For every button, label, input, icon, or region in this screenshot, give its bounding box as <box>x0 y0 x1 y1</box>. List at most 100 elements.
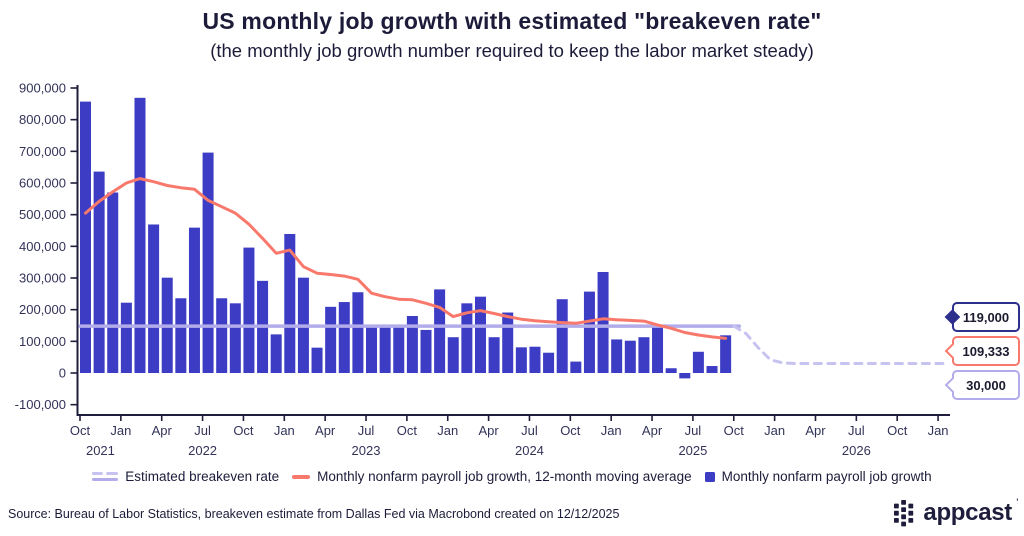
x-tick-label: Jan <box>437 423 458 438</box>
job-growth-bar <box>120 302 132 373</box>
job-growth-bar <box>611 339 623 373</box>
source-note: Source: Bureau of Labor Statistics, brea… <box>8 507 620 521</box>
x-tick-label: Jul <box>358 423 375 438</box>
legend-item-moving-average: Monthly nonfarm payroll job growth, 12-m… <box>292 469 692 484</box>
legend-label-job-growth: Monthly nonfarm payroll job growth <box>721 469 932 484</box>
y-tick-label: 100,000 <box>19 334 66 349</box>
y-tick-label: -100,000 <box>15 397 66 412</box>
moving-average-line <box>84 177 728 340</box>
x-tick-label: Apr <box>315 423 336 438</box>
job-growth-bar <box>243 247 255 373</box>
job-growth-bar <box>406 315 418 373</box>
job-growth-bar <box>229 303 241 373</box>
year-label: 2023 <box>352 443 381 458</box>
x-tick-label: Apr <box>805 423 826 438</box>
x-tick-label: Jan <box>274 423 295 438</box>
job-growth-bar-marker <box>704 471 715 482</box>
job-growth-bar <box>325 306 337 373</box>
callout-latest-value: 119,000 <box>962 309 1010 325</box>
x-tick-label: Jul <box>194 423 211 438</box>
appcast-logo-text: appcast <box>923 497 1017 527</box>
x-tick-label: Jul <box>685 423 702 438</box>
x-tick-label: Apr <box>478 423 499 438</box>
job-growth-bar <box>93 171 105 373</box>
y-tick-label: 200,000 <box>19 302 66 317</box>
legend-item-breakeven: Estimated breakeven rate <box>92 469 279 484</box>
job-growth-bar <box>80 101 91 374</box>
job-growth-bar <box>270 334 282 373</box>
job-growth-bar <box>543 352 555 373</box>
job-growth-bar <box>393 324 405 373</box>
y-tick-label: 700,000 <box>19 144 66 159</box>
job-growth-bar <box>556 299 568 373</box>
x-tick-label: Oct <box>887 423 908 438</box>
job-growth-bar <box>488 337 500 373</box>
year-label: 2026 <box>842 443 871 458</box>
x-tick-label: Jul <box>848 423 865 438</box>
x-tick-label: Oct <box>724 423 745 438</box>
job-growth-bar <box>352 292 364 373</box>
y-tick-label: 400,000 <box>19 239 66 254</box>
year-label: 2022 <box>188 443 217 458</box>
job-growth-bar <box>529 346 541 373</box>
x-tick-label: Oct <box>397 423 418 438</box>
chart-title: US monthly job growth with estimated "br… <box>202 8 822 34</box>
job-growth-bar <box>461 303 473 373</box>
job-growth-bar <box>148 224 160 373</box>
job-growth-bar <box>338 302 350 373</box>
x-tick-label: Oct <box>233 423 254 438</box>
legend-item-job-growth: Monthly nonfarm payroll job growth <box>704 469 932 484</box>
job-growth-bar <box>216 298 228 373</box>
year-label: 2021 <box>86 443 115 458</box>
x-tick-label: Jul <box>521 423 538 438</box>
axes <box>76 85 950 416</box>
job-growth-bar <box>624 340 636 373</box>
job-growth-bar <box>284 233 296 373</box>
callout-latest-job-growth: 119,000 <box>952 302 1020 332</box>
year-label: 2024 <box>515 443 544 458</box>
appcast-logo: appcast <box>894 497 1018 527</box>
job-growth-bar <box>597 271 609 373</box>
chart-subtitle: (the monthly job growth number required … <box>210 40 814 61</box>
breakeven-line-marker <box>92 472 119 481</box>
x-tick-label: Apr <box>152 423 173 438</box>
job-growth-bar <box>502 312 514 373</box>
y-tick-label: 600,000 <box>19 175 66 190</box>
callout-breakeven-value: 30,000 <box>966 377 1006 393</box>
year-label: 2025 <box>678 443 707 458</box>
job-growth-bar <box>570 361 582 373</box>
job-growth-bar <box>638 337 650 373</box>
job-growth-bar <box>311 347 323 373</box>
job-growth-bar <box>366 327 378 373</box>
y-tick-label: 500,000 <box>19 207 66 222</box>
job-growth-bar <box>134 97 146 373</box>
x-tick-label: Jan <box>601 423 622 438</box>
job-growth-bar <box>515 347 527 373</box>
job-growth-bar <box>188 227 200 373</box>
job-growth-bar <box>583 291 595 373</box>
job-growth-bar <box>474 296 486 373</box>
y-tick-label: 800,000 <box>19 112 66 127</box>
job-growth-bar <box>679 373 691 379</box>
x-tick-label: Jan <box>764 423 785 438</box>
y-tick-label: 0 <box>59 366 66 381</box>
job-growth-bar <box>720 335 732 373</box>
x-tick-label: Oct <box>560 423 581 438</box>
legend-label-breakeven: Estimated breakeven rate <box>125 469 280 484</box>
job-growth-bar <box>434 289 446 373</box>
x-tick-label: Oct <box>70 423 91 438</box>
job-growth-bar <box>665 368 677 373</box>
callout-moving-average: 109,333 <box>952 336 1020 366</box>
job-growth-bar <box>706 366 718 373</box>
moving-average-line-marker <box>292 474 311 479</box>
legend-label-moving-average: Monthly nonfarm payroll job growth, 12-m… <box>317 469 692 484</box>
job-growth-bar <box>202 152 214 373</box>
job-growth-bar <box>107 192 119 373</box>
job-growth-bar <box>175 298 187 373</box>
job-growth-bar <box>447 337 459 373</box>
callout-breakeven-rate: 30,000 <box>952 370 1020 400</box>
appcast-logo-icon <box>894 499 914 526</box>
y-tick-label: 900,000 <box>19 80 66 95</box>
